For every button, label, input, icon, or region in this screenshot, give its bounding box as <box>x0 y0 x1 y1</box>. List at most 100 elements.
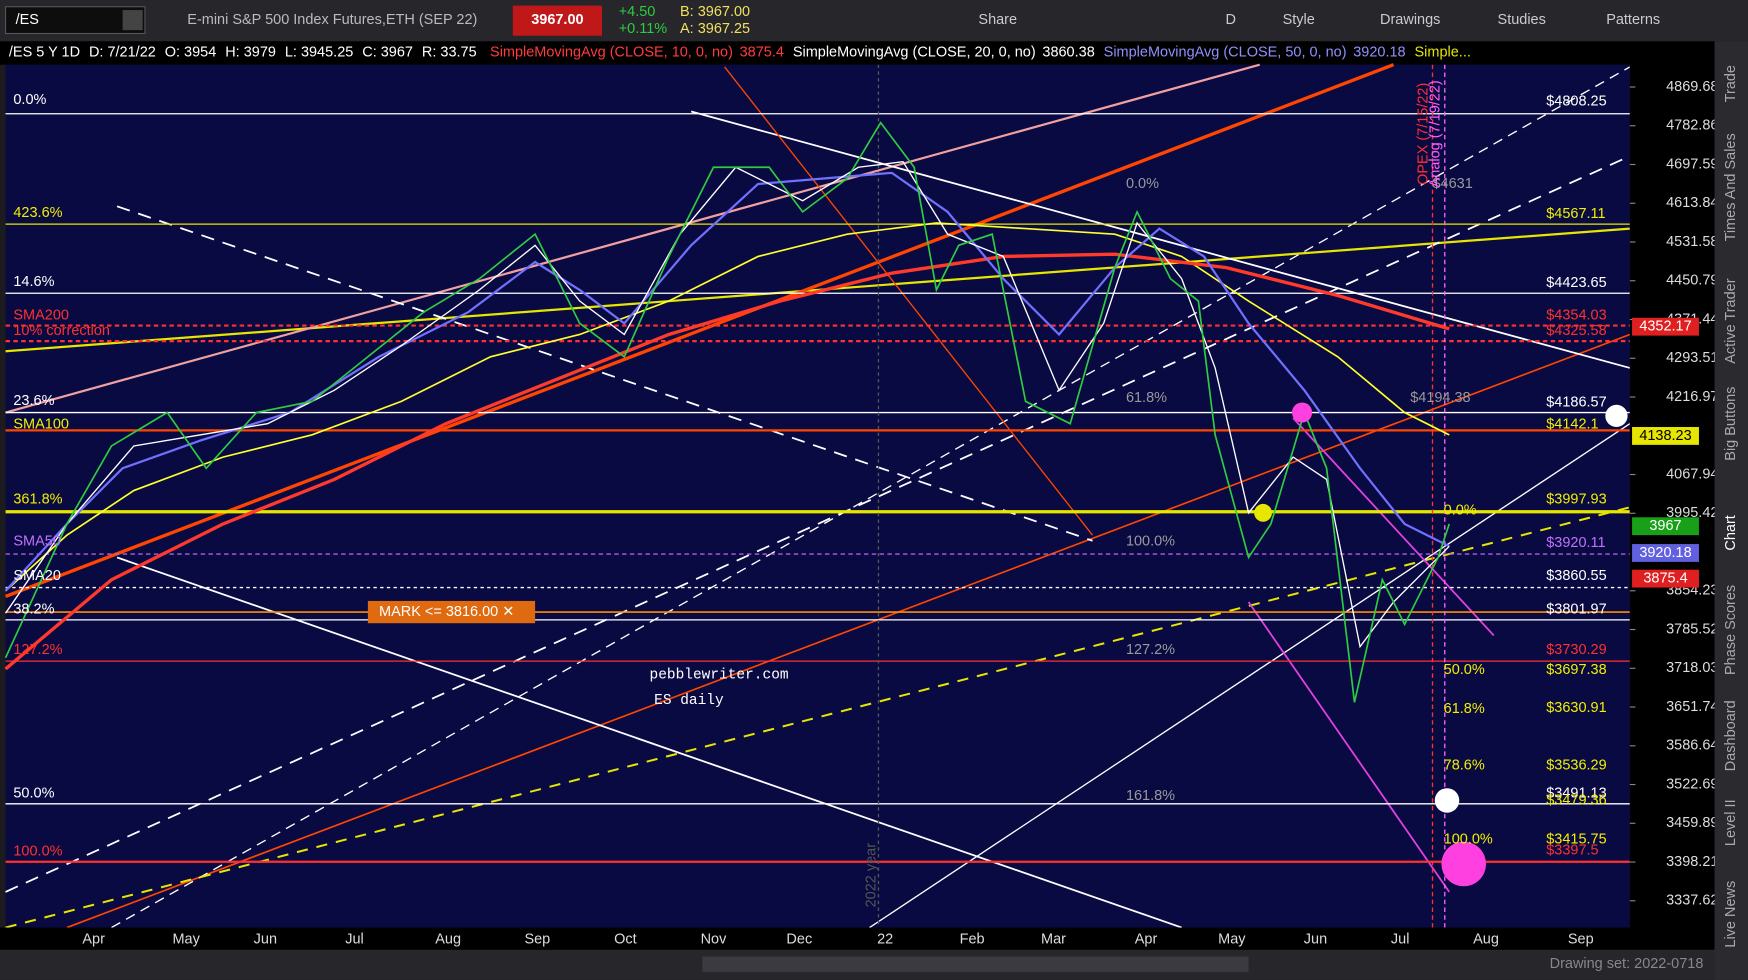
side-tab[interactable]: Live News <box>1723 881 1739 948</box>
toolbar-button[interactable]: D <box>1226 12 1236 28</box>
toolbar-button[interactable]: Style <box>1283 12 1315 28</box>
drawing <box>5 64 1630 928</box>
time-label: Apr <box>82 932 105 948</box>
level-label: $3491.13 <box>1546 786 1606 802</box>
time-label: Sep <box>524 932 550 948</box>
label: 3967.00 <box>531 12 583 28</box>
drawing: Apr May Jun Jul Aug Sep Oct Nov Dec 22 Feb Mar Apr Ma… <box>82 932 1593 948</box>
study-value: 3875.4 <box>740 44 784 60</box>
drawing <box>111 66 1631 929</box>
level-label: 23.6% <box>13 393 54 409</box>
drawing <box>4 121 1451 703</box>
label: MARK <= 3816.00 ✕ <box>379 604 514 620</box>
level-label: $3801.97 <box>1546 602 1606 618</box>
level-label: $3730.29 <box>1546 642 1606 658</box>
price-tick-label: 3995.42 <box>1666 505 1718 521</box>
level-label: $3479.36 <box>1546 792 1606 808</box>
drawing <box>724 66 1094 536</box>
drawing <box>0 927 1715 950</box>
drawing: Trade Times And Sales Active Trader Big But… <box>1723 65 1739 948</box>
drawing <box>0 0 1748 42</box>
drawing <box>116 556 1182 929</box>
toolbar-button[interactable]: Studies <box>1498 12 1546 28</box>
drawing <box>1292 402 1313 423</box>
price-tick-label: 4067.94 <box>1666 466 1718 482</box>
price-tick-label: 4293.51 <box>1666 350 1718 366</box>
level-label: 61.8% <box>1126 390 1167 406</box>
time-label: Apr <box>1135 932 1158 948</box>
price-tick-label: 3651.74 <box>1666 699 1718 715</box>
price-tick-label: 4782.86 <box>1666 118 1718 134</box>
level-label: $4354.03 <box>1546 307 1606 323</box>
level-label: 361.8% <box>13 491 62 507</box>
side-tab[interactable]: Active Trader <box>1723 278 1739 364</box>
time-label: Feb <box>960 932 985 948</box>
side-tab[interactable]: Big Buttons <box>1723 387 1739 461</box>
level-label: $3997.93 <box>1546 491 1606 507</box>
drawing: Share D Style Drawings Studies Patterns <box>978 12 1660 28</box>
price-tick-label: 4450.79 <box>1666 273 1718 289</box>
price-tag <box>1632 317 1699 336</box>
drawing <box>1441 841 1487 887</box>
side-tab[interactable]: Dashboard <box>1723 700 1739 771</box>
drawing <box>116 205 1093 542</box>
drawing: /ES 5 Y 1D D: 7/21/22 O: 3954 H: 3979 L: 394… <box>9 44 1471 60</box>
label: /ES <box>16 12 39 28</box>
time-label: Jul <box>345 932 364 948</box>
toolbar-button[interactable]: Share <box>978 12 1017 28</box>
side-tab[interactable]: Trade <box>1723 65 1739 102</box>
level-label: SMA100 <box>13 417 69 433</box>
toolbar-button[interactable]: Drawings <box>1380 12 1440 28</box>
drawing <box>4 63 1395 599</box>
label: B: 3967.00 <box>680 4 750 20</box>
side-tab[interactable]: Level II <box>1723 799 1739 846</box>
drawing <box>1629 41 1715 928</box>
time-label: Dec <box>786 932 812 948</box>
drawing <box>1605 404 1628 428</box>
label: ES daily <box>654 693 724 709</box>
price-tag <box>1632 517 1699 536</box>
drawing <box>5 160 1450 649</box>
level-label: 127.2% <box>1126 642 1175 658</box>
time-label: Sep <box>1568 932 1594 948</box>
level-label: $4194.38 <box>1410 390 1470 406</box>
level-label: 423.6% <box>13 205 62 221</box>
price-tag <box>1632 569 1699 588</box>
level-label: 14.6% <box>13 274 54 290</box>
level-label: $4186.57 <box>1546 394 1606 410</box>
price-tick-label: 4697.59 <box>1666 156 1718 172</box>
drawing <box>1254 503 1272 522</box>
time-label: Oct <box>614 932 637 948</box>
toolbar-button[interactable]: Patterns <box>1606 12 1660 28</box>
side-tab[interactable]: Chart <box>1723 515 1739 550</box>
drawing <box>367 600 536 624</box>
level-label: $4567.11 <box>1546 206 1605 222</box>
drawing: 4869.68 4782.86 4697.59 4613.84 4531.58 4450.… <box>1629 79 1718 909</box>
price-tick-label: 4869.68 <box>1666 79 1718 95</box>
level-label: $4325.58 <box>1546 323 1606 339</box>
time-label: Aug <box>1473 932 1499 948</box>
study-label: Simple... <box>1415 44 1471 60</box>
price-tick-label: 3785.52 <box>1666 621 1718 637</box>
price-tag <box>1632 427 1699 445</box>
side-tab[interactable]: Times And Sales <box>1723 133 1739 241</box>
drawing <box>4 63 1631 929</box>
info-field: R: 33.75 <box>422 44 477 60</box>
drawing <box>512 5 602 36</box>
info-field: H: 3979 <box>225 44 276 60</box>
level-label: $4631 <box>1433 176 1473 192</box>
price-tick-label: 3459.89 <box>1666 815 1718 831</box>
side-tab[interactable]: Phase Scores <box>1723 585 1739 675</box>
label: +4.50 <box>619 4 656 20</box>
drawing <box>702 956 1249 973</box>
label: E-mini S&P 500 Index Futures,ETH (SEP 22… <box>187 12 477 28</box>
study-value: 3860.38 <box>1042 44 1094 60</box>
level-label: 100.0% <box>13 844 62 860</box>
time-label: May <box>1218 932 1246 948</box>
level-label: 0.0% <box>1126 176 1159 192</box>
drawing <box>122 10 143 31</box>
price-tick-label: 4613.84 <box>1666 195 1718 211</box>
level-label: 50.0% <box>13 786 54 802</box>
price-tick-label: 3586.64 <box>1666 738 1718 754</box>
